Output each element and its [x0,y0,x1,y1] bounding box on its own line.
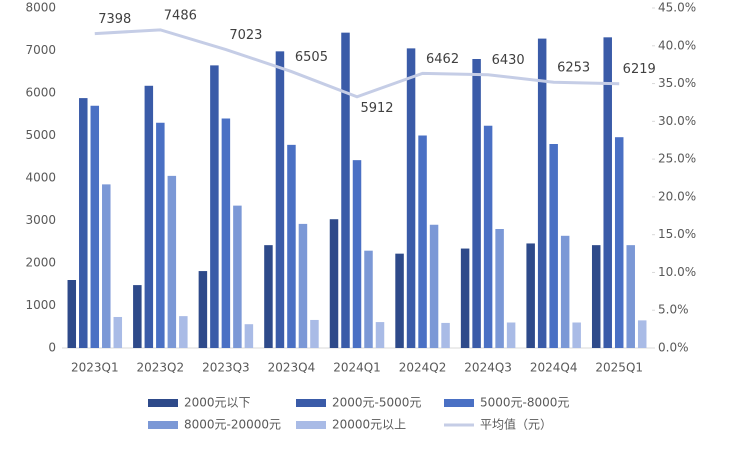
bar [429,224,439,348]
y-tick-label: 4000 [25,171,56,185]
x-tick-label: 2024Q1 [333,361,381,375]
y-tick-label: 5000 [25,128,56,142]
y-tick-label: 1000 [25,298,56,312]
bar [275,51,285,348]
bar [441,322,450,348]
bar [364,250,373,348]
bar [560,235,570,348]
y2-tick-label: 25.0% [658,152,696,166]
y-tick-label: 8000 [25,1,56,15]
y2-tick-label: 40.0% [658,38,696,52]
x-tick-label: 2023Q3 [202,361,250,375]
bar [221,118,231,348]
bar [395,253,404,348]
data-label: 6505 [295,50,328,65]
bar [179,316,188,348]
legend-label: 20000元以上 [332,418,406,432]
x-tick-label: 2024Q3 [464,361,512,375]
legend-label: 2000元以下 [184,396,251,410]
bar [244,324,254,348]
bar [79,98,88,348]
bar [406,48,416,348]
bar [375,322,385,348]
legend-swatch [148,399,178,407]
legend-swatch [296,399,326,407]
y-tick-label: 0 [48,341,56,355]
legend-swatch [444,399,474,407]
bar [287,144,296,348]
x-tick-label: 2023Q1 [71,361,119,375]
bar [67,280,77,348]
x-tick-label: 2023Q2 [137,361,185,375]
legend-swatch [148,421,178,429]
bar [495,229,504,348]
bar [526,243,535,348]
data-label: 7023 [229,28,262,43]
bar [298,223,308,348]
bar [537,38,547,348]
bar [341,32,350,349]
data-label: 7398 [98,12,131,27]
y2-tick-label: 20.0% [658,189,696,203]
legend-label: 2000元-5000元 [332,396,421,410]
bar [572,322,581,348]
y2-tick-label: 35.0% [658,76,696,90]
y2-tick-label: 10.0% [658,265,696,279]
data-label: 5912 [360,101,393,116]
bar [418,135,427,348]
legend-label: 5000元-8000元 [480,396,569,410]
bar [210,65,219,348]
bar [591,245,601,348]
x-tick-label: 2023Q4 [268,361,316,375]
data-label: 7486 [164,8,197,23]
y2-tick-label: 30.0% [658,114,696,128]
y-tick-label: 7000 [25,43,56,57]
bar [264,245,273,348]
bar [352,160,362,348]
data-label: 6430 [492,53,525,68]
bar [90,105,100,348]
bar [133,285,142,348]
y-tick-label: 3000 [25,213,56,227]
bar [460,248,470,348]
bar [167,175,177,348]
data-label: 6219 [623,62,656,77]
y2-tick-label: 45.0% [658,1,696,15]
y-tick-label: 2000 [25,256,56,270]
bar [483,125,493,348]
bar [113,316,123,348]
legend-label: 平均值（元） [480,417,552,432]
bar [472,59,481,348]
bar [102,184,111,348]
bar [506,322,516,348]
x-tick-label: 2024Q4 [530,361,578,375]
y-tick-label: 6000 [25,86,56,100]
bar [198,271,208,348]
bar [603,37,612,348]
bar [329,219,339,348]
y2-tick-label: 5.0% [658,303,689,317]
y2-tick-label: 0.0% [658,341,689,355]
bar [549,144,558,348]
line [94,28,620,99]
y2-tick-label: 15.0% [658,227,696,241]
x-tick-label: 2024Q2 [399,361,447,375]
data-label: 6462 [426,52,459,67]
x-tick-label: 2025Q1 [595,361,643,375]
bar [614,137,624,348]
legend-swatch [296,421,326,429]
data-label: 6253 [557,61,590,76]
bar [233,205,242,348]
bar [626,245,635,348]
bar [156,122,165,348]
legend-label: 8000元-20000元 [184,418,281,432]
bar [637,320,647,348]
bar [310,319,319,348]
bar [144,85,154,349]
